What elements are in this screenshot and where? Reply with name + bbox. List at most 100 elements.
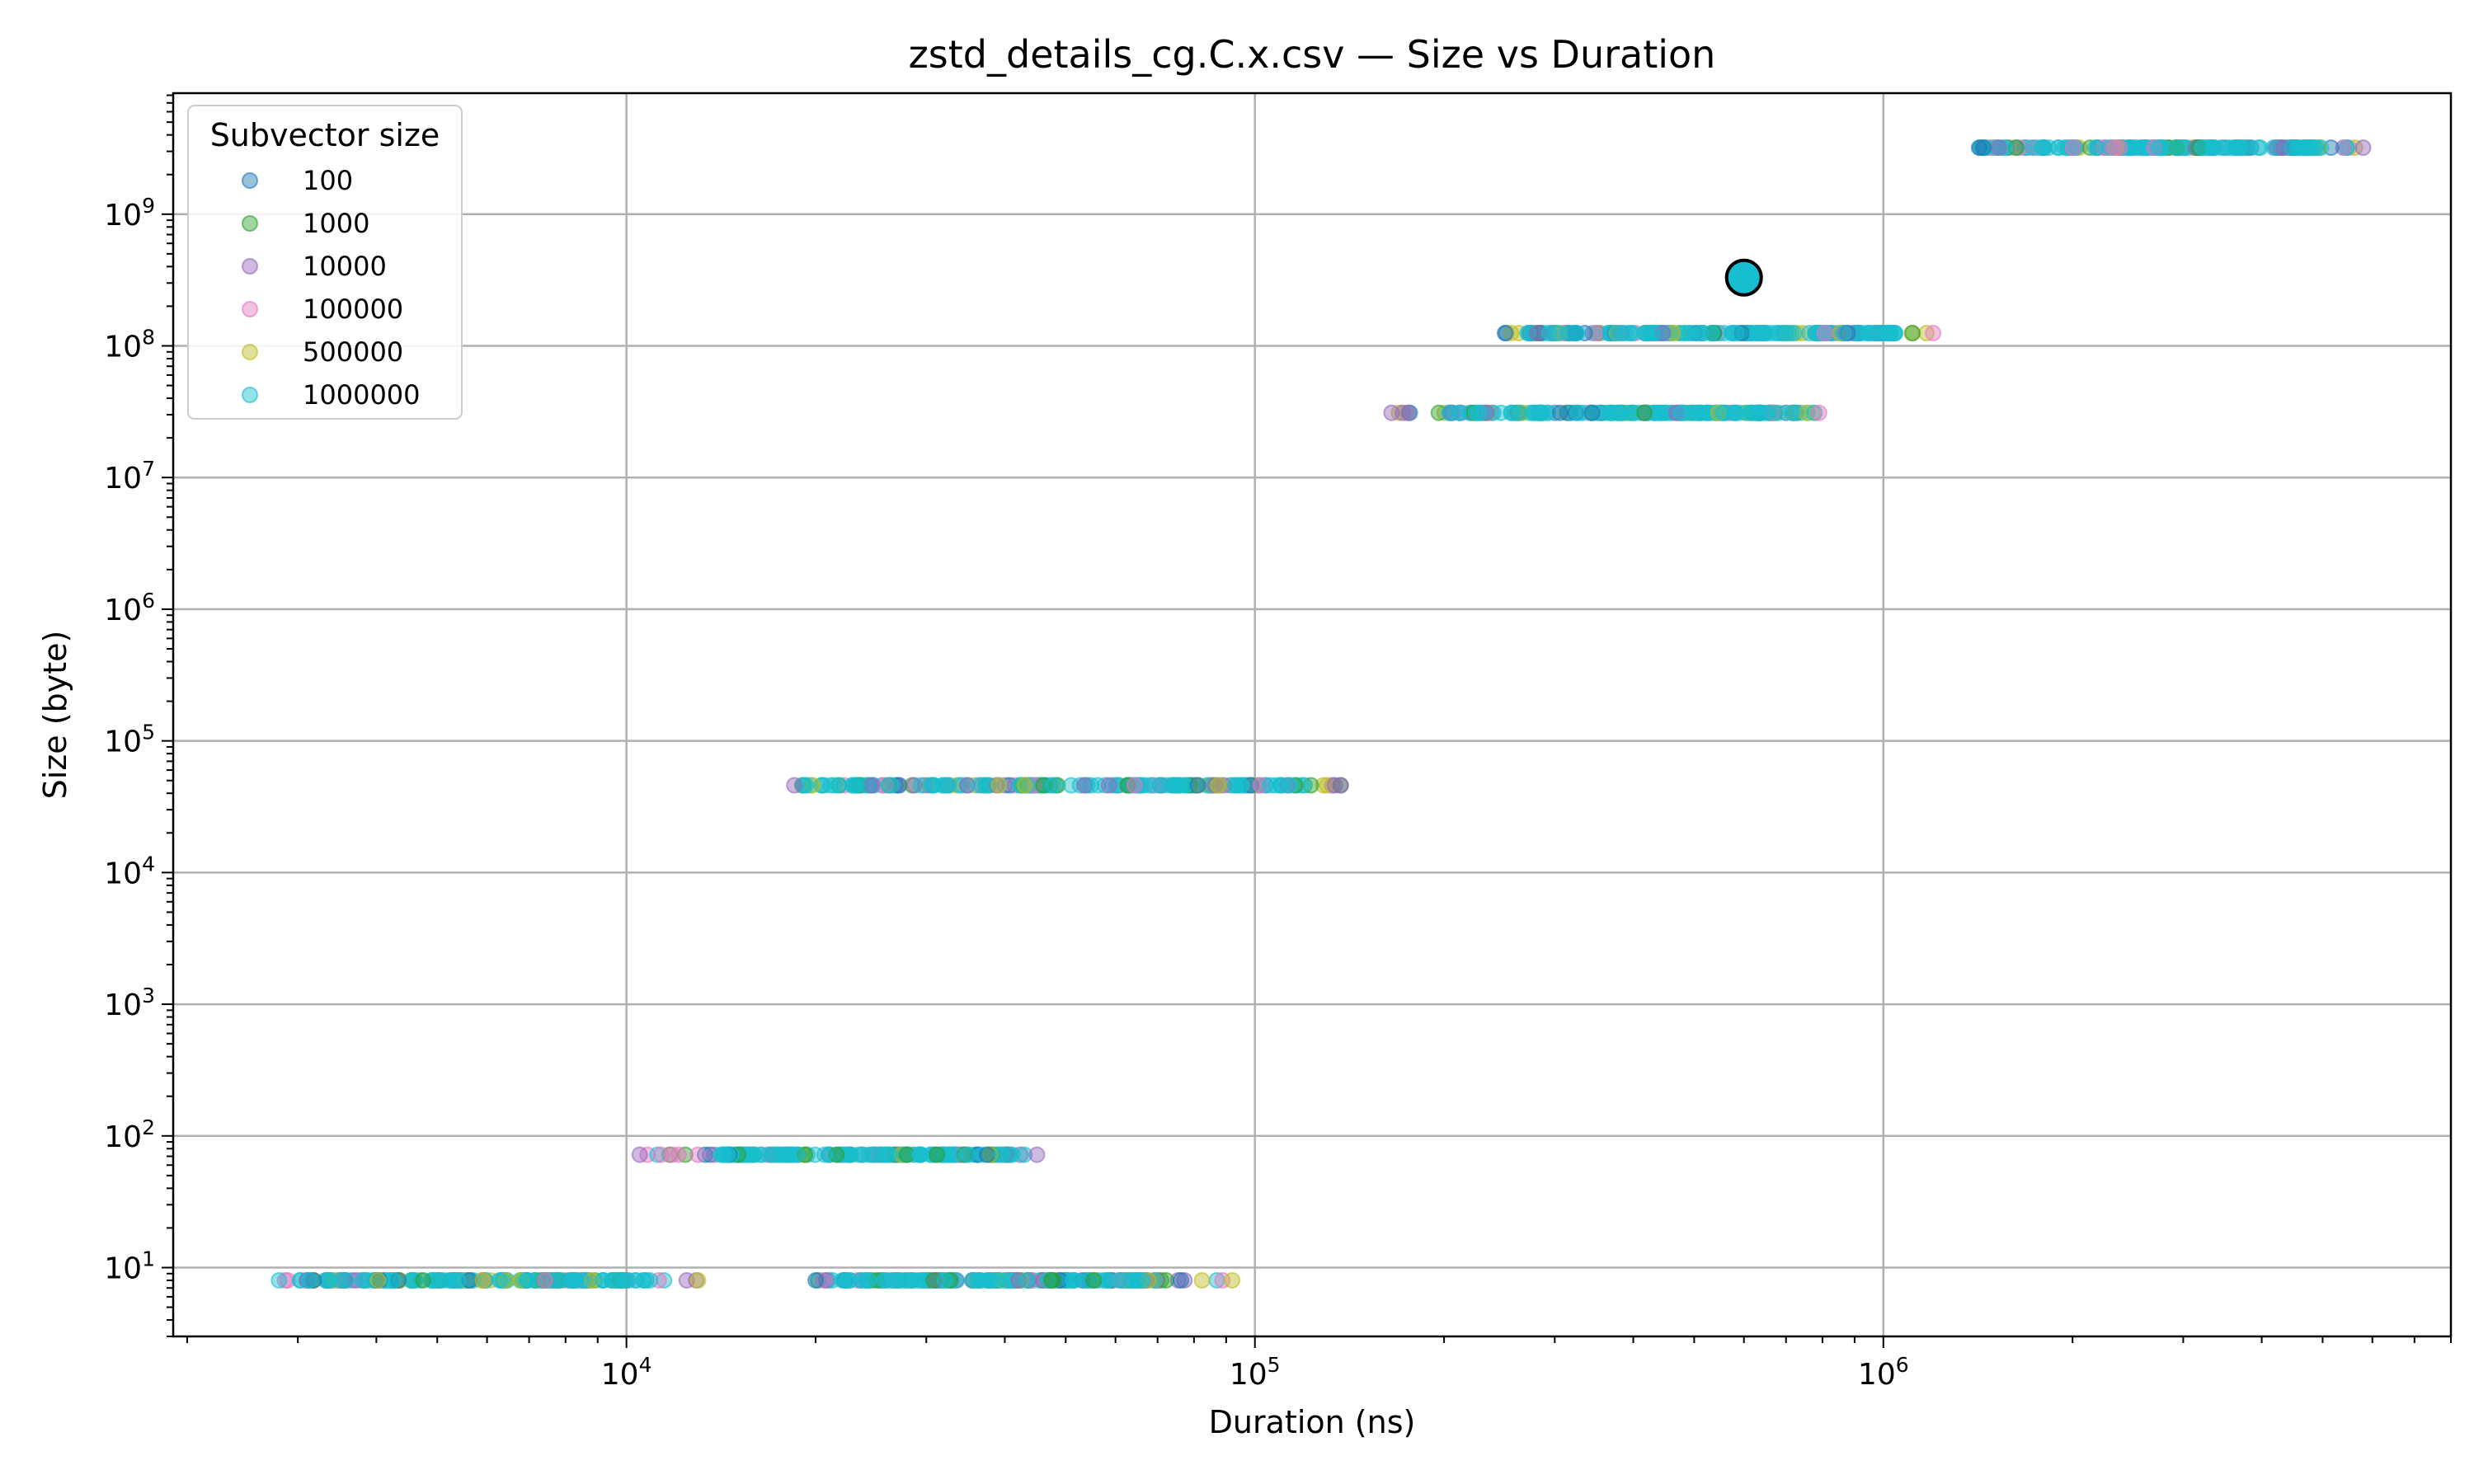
data-point [1569,404,1586,421]
data-point [1835,325,1852,342]
data-point [947,1146,964,1163]
y-tick-label: 109 [104,194,155,232]
data-point [856,1271,873,1289]
data-point [1636,404,1653,421]
y-tick-label: 107 [104,457,155,495]
data-point [1028,1146,1046,1163]
data-point [888,1271,905,1289]
data-point [2335,139,2352,157]
legend-marker [242,172,258,189]
y-tick-label: 103 [104,984,155,1022]
data-point [929,1146,946,1163]
data-point [1607,404,1625,421]
x-axis-label: Duration (ns) [1209,1404,1416,1440]
data-point [415,1271,432,1289]
data-point [1326,777,1343,794]
legend-label: 10000 [303,251,387,282]
data-point [1122,1271,1140,1289]
data-point [1997,139,2014,157]
data-point [2251,139,2269,157]
legend-label: 1000000 [303,379,421,411]
data-point [969,1271,986,1289]
data-point [1189,777,1206,794]
data-point [1085,1271,1103,1289]
data-point [689,1146,707,1163]
data-point [958,777,976,794]
data-point [925,1271,943,1289]
data-point [1210,777,1227,794]
plot-frame [172,92,2453,1338]
data-point [1503,325,1520,342]
legend-marker [242,344,258,360]
data-point [1860,325,1878,342]
data-point [837,1271,854,1289]
data-point [1010,1271,1028,1289]
data-point [863,777,881,794]
data-point [461,1271,478,1289]
data-point [1970,139,1987,157]
data-point [1282,777,1299,794]
data-point [369,1271,387,1289]
data-point [670,1146,687,1163]
data-point [1567,325,1584,342]
data-point [2312,139,2330,157]
data-point [979,1146,996,1163]
data-point [1470,404,1488,421]
y-tick-label: 106 [104,589,155,627]
x-tick-label: 104 [601,1353,652,1392]
data-point [1529,325,1546,342]
data-point [1673,404,1691,421]
data-point [689,1271,707,1289]
data-point [1806,404,1823,421]
data-point [2194,139,2212,157]
data-point [807,1271,825,1289]
data-point [783,1146,800,1163]
legend-marker [242,301,258,317]
data-point [1583,404,1601,421]
data-point [970,777,987,794]
data-point [2171,139,2189,157]
data-point [512,1271,529,1289]
data-point [545,1271,562,1289]
data-point [519,1271,536,1289]
y-tick-label: 104 [104,852,155,890]
data-points [270,139,2372,1289]
data-point [1748,325,1766,342]
data-point [752,1146,769,1163]
y-tick-label: 101 [104,1247,155,1285]
legend-label: 100000 [303,294,403,325]
data-point [292,1271,309,1289]
data-point [719,1146,736,1163]
data-point [2232,139,2250,157]
data-point [1441,404,1458,421]
data-point [893,1146,910,1163]
data-point [664,1146,681,1163]
data-point [880,777,897,794]
data-point [1018,1271,1036,1289]
data-point [1816,325,1833,342]
data-point [899,1146,916,1163]
data-point [385,1271,402,1289]
chart-title: zstd_details_cg.C.x.csv — Size vs Durati… [909,32,1716,77]
data-point [934,777,952,794]
data-point [1532,404,1550,421]
data-point [2168,139,2185,157]
data-point [2289,139,2307,157]
data-point [912,1146,929,1163]
data-point [305,1271,322,1289]
data-point [825,777,843,794]
data-point [1111,1271,1128,1289]
x-tick-label: 105 [1230,1353,1281,1392]
y-tick-label: 108 [104,326,155,364]
data-point [300,1271,317,1289]
data-point [2111,139,2128,157]
data-point [2146,139,2163,157]
data-point [1783,404,1800,421]
data-point [1016,777,1033,794]
legend-label: 1000 [303,208,369,239]
x-axis-ticks: 104 105 106 [186,1336,2452,1392]
legend-marker [242,258,258,275]
data-point [1714,404,1732,421]
data-point [1022,777,1039,794]
